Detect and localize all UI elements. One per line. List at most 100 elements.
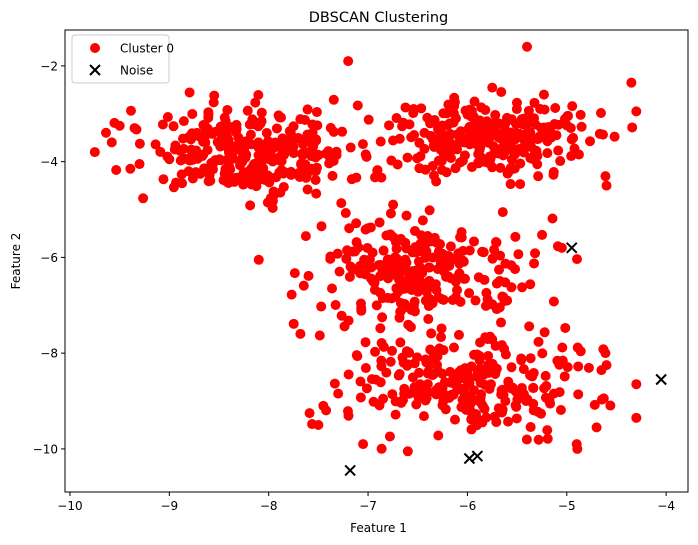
cluster-point bbox=[482, 294, 493, 305]
cluster-point bbox=[447, 294, 458, 305]
cluster-point bbox=[391, 243, 402, 254]
cluster-point bbox=[355, 268, 366, 279]
x-axis-title: Feature 1 bbox=[350, 521, 407, 535]
cluster-point bbox=[257, 155, 268, 166]
cluster-point bbox=[395, 233, 406, 244]
cluster-point bbox=[414, 163, 425, 174]
cluster-point bbox=[89, 147, 100, 158]
cluster-point bbox=[261, 127, 272, 138]
cluster-point bbox=[304, 408, 315, 419]
cluster-point bbox=[511, 413, 522, 424]
cluster-point bbox=[395, 337, 406, 348]
cluster-point bbox=[111, 164, 122, 175]
y-tick-label: −4 bbox=[40, 155, 58, 169]
cluster-point bbox=[433, 430, 444, 441]
cluster-point bbox=[299, 165, 310, 176]
cluster-point bbox=[530, 145, 541, 156]
y-tick-label: −10 bbox=[33, 442, 58, 456]
cluster-point bbox=[465, 400, 476, 411]
cluster-point bbox=[555, 156, 566, 167]
cluster-point bbox=[441, 271, 452, 282]
cluster-point bbox=[391, 113, 402, 124]
cluster-point bbox=[491, 237, 502, 248]
cluster-point bbox=[493, 118, 504, 129]
cluster-point bbox=[298, 280, 309, 291]
cluster-point bbox=[245, 129, 256, 140]
cluster-point bbox=[573, 361, 584, 372]
cluster-point bbox=[468, 111, 479, 122]
cluster-point bbox=[393, 370, 404, 381]
cluster-point bbox=[352, 351, 363, 362]
cluster-point bbox=[357, 139, 368, 150]
cluster-point bbox=[481, 412, 492, 423]
cluster-point bbox=[525, 353, 536, 364]
cluster-point bbox=[336, 310, 347, 321]
cluster-point bbox=[199, 120, 210, 131]
x-tick-label: −6 bbox=[459, 499, 477, 513]
cluster-point bbox=[286, 134, 297, 145]
cluster-point bbox=[278, 181, 289, 192]
cluster-point bbox=[436, 323, 447, 334]
cluster-point bbox=[232, 172, 243, 183]
cluster-point bbox=[343, 315, 354, 326]
cluster-point bbox=[414, 367, 425, 378]
cluster-point bbox=[245, 200, 256, 211]
cluster-point bbox=[631, 106, 642, 117]
cluster-point bbox=[342, 245, 353, 256]
cluster-point bbox=[533, 171, 544, 182]
cluster-point bbox=[532, 406, 543, 417]
cluster-point bbox=[286, 166, 297, 177]
cluster-point bbox=[302, 104, 313, 115]
cluster-point bbox=[414, 388, 425, 399]
cluster-point bbox=[576, 121, 587, 132]
cluster-point bbox=[302, 184, 313, 195]
cluster-point bbox=[401, 243, 412, 254]
cluster-point bbox=[262, 170, 273, 181]
cluster-point bbox=[327, 170, 338, 181]
cluster-point bbox=[388, 199, 399, 210]
cluster-point bbox=[187, 108, 198, 119]
cluster-point bbox=[542, 425, 553, 436]
cluster-point bbox=[179, 153, 190, 164]
cluster-point bbox=[433, 246, 444, 257]
cluster-point bbox=[454, 268, 465, 279]
cluster-point bbox=[571, 439, 582, 450]
cluster-point bbox=[241, 167, 252, 178]
cluster-point bbox=[502, 295, 513, 306]
cluster-point bbox=[418, 237, 429, 247]
cluster-point bbox=[506, 383, 517, 394]
noise-point bbox=[566, 242, 578, 254]
cluster-point bbox=[195, 168, 206, 179]
cluster-point bbox=[411, 399, 422, 410]
cluster-point bbox=[449, 92, 460, 103]
cluster-point bbox=[183, 166, 194, 177]
cluster-point bbox=[207, 128, 218, 139]
cluster-point bbox=[538, 89, 549, 100]
cluster-point bbox=[468, 385, 479, 396]
cluster-point bbox=[548, 296, 559, 307]
cluster-point bbox=[567, 101, 578, 112]
cluster-point bbox=[378, 341, 389, 352]
cluster-point bbox=[555, 404, 566, 415]
cluster-point bbox=[540, 370, 551, 381]
cluster-point bbox=[528, 367, 539, 378]
cluster-point bbox=[341, 253, 352, 264]
cluster-point bbox=[477, 400, 488, 411]
cluster-point bbox=[253, 90, 264, 101]
legend-cluster-label: Cluster 0 bbox=[120, 42, 174, 56]
cluster-point bbox=[486, 129, 497, 140]
cluster-point bbox=[382, 254, 393, 265]
cluster-point bbox=[385, 356, 396, 367]
cluster-point bbox=[329, 378, 340, 389]
cluster-point bbox=[400, 102, 411, 113]
cluster-point bbox=[474, 355, 485, 366]
cluster-point bbox=[325, 122, 336, 133]
cluster-point bbox=[523, 105, 534, 116]
cluster-point bbox=[138, 193, 149, 204]
cluster-point bbox=[327, 283, 338, 294]
cluster-point bbox=[554, 387, 565, 398]
cluster-point bbox=[528, 382, 539, 393]
cluster-point bbox=[496, 87, 507, 97]
cluster-point bbox=[269, 137, 280, 148]
